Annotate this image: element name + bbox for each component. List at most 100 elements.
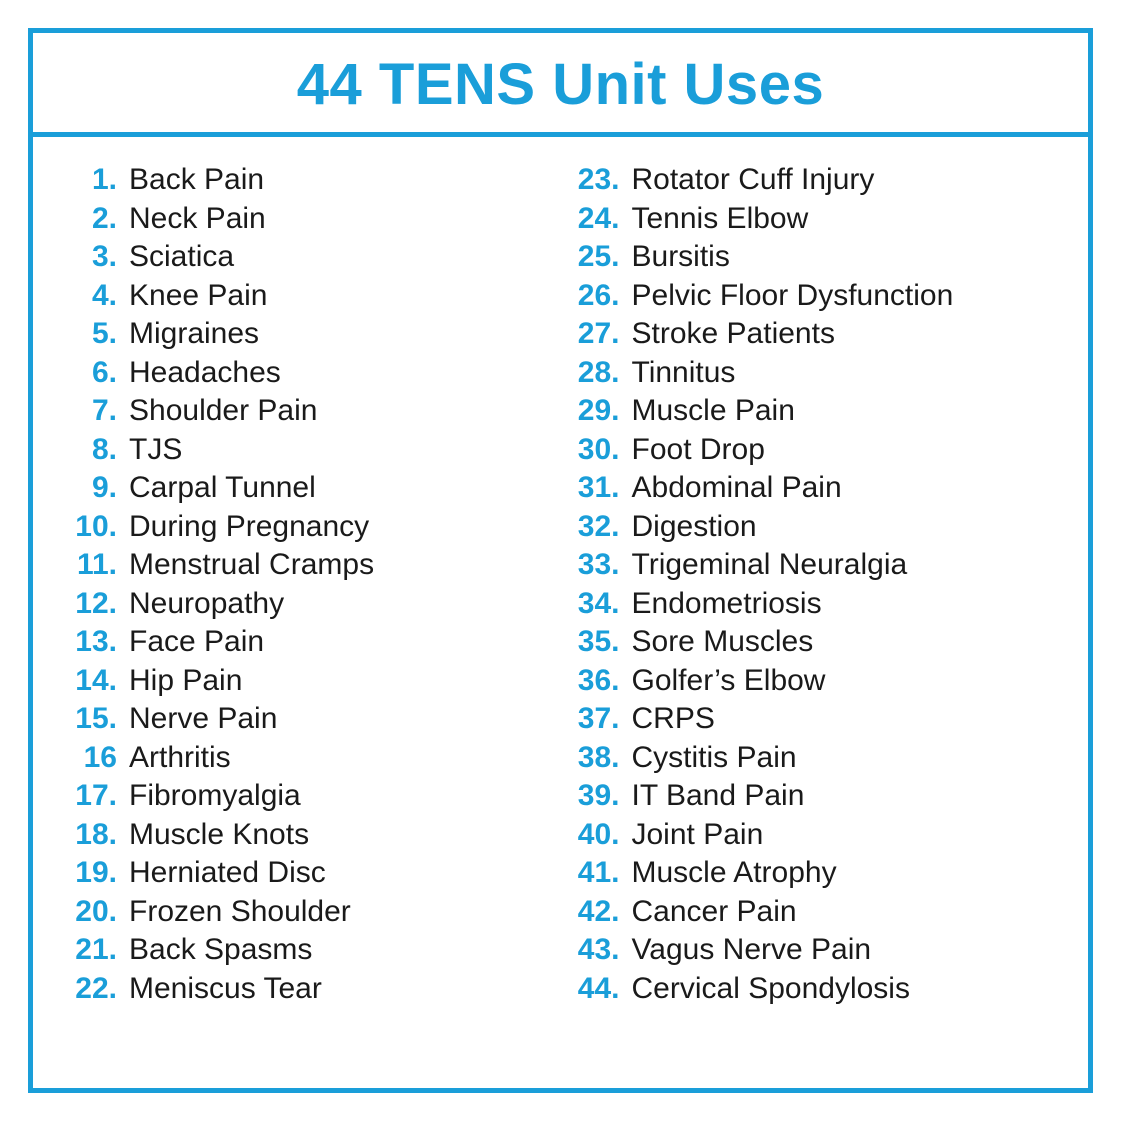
list-item-label: Cystitis Pain <box>632 743 797 773</box>
list-item-number: 32. <box>566 512 632 542</box>
list-item: 14.Hip Pain <box>63 666 556 696</box>
list-item: 5.Migraines <box>63 319 556 349</box>
list-item-number: 9. <box>63 473 129 503</box>
list-columns: 1.Back Pain2.Neck Pain3.Sciatica4.Knee P… <box>33 137 1088 1012</box>
list-item-number: 11. <box>63 550 129 580</box>
list-item-label: Muscle Knots <box>129 820 309 850</box>
list-item-label: Migraines <box>129 319 259 349</box>
list-item: 30.Foot Drop <box>566 435 1059 465</box>
list-item: 6.Headaches <box>63 358 556 388</box>
list-item-number: 4. <box>63 281 129 311</box>
list-item-label: Carpal Tunnel <box>129 473 316 503</box>
list-item-number: 2. <box>63 204 129 234</box>
list-item: 22.Meniscus Tear <box>63 974 556 1004</box>
list-item-number: 40. <box>566 820 632 850</box>
list-item-label: Neck Pain <box>129 204 266 234</box>
list-item: 38.Cystitis Pain <box>566 743 1059 773</box>
list-item-label: Muscle Atrophy <box>632 858 837 888</box>
list-item-number: 28. <box>566 358 632 388</box>
list-item-number: 3. <box>63 242 129 272</box>
list-item-label: Shoulder Pain <box>129 396 317 426</box>
list-item: 39.IT Band Pain <box>566 781 1059 811</box>
list-item-label: Neuropathy <box>129 589 284 619</box>
list-item-label: Endometriosis <box>632 589 822 619</box>
list-item: 2.Neck Pain <box>63 204 556 234</box>
list-item: 25.Bursitis <box>566 242 1059 272</box>
list-item-number: 41. <box>566 858 632 888</box>
list-item: 8.TJS <box>63 435 556 465</box>
list-item: 3.Sciatica <box>63 242 556 272</box>
list-item-number: 20. <box>63 897 129 927</box>
list-item-label: Cervical Spondylosis <box>632 974 910 1004</box>
list-item-label: Arthritis <box>129 743 231 773</box>
list-item-number: 42. <box>566 897 632 927</box>
list-item: 29.Muscle Pain <box>566 396 1059 426</box>
list-item: 16Arthritis <box>63 743 556 773</box>
list-item: 11.Menstrual Cramps <box>63 550 556 580</box>
list-item-number: 24. <box>566 204 632 234</box>
list-item: 19.Herniated Disc <box>63 858 556 888</box>
list-item-number: 27. <box>566 319 632 349</box>
list-item: 44.Cervical Spondylosis <box>566 974 1059 1004</box>
list-item-label: Frozen Shoulder <box>129 897 351 927</box>
list-item-label: Meniscus Tear <box>129 974 322 1004</box>
list-item-number: 31. <box>566 473 632 503</box>
list-item: 35.Sore Muscles <box>566 627 1059 657</box>
list-item-number: 30. <box>566 435 632 465</box>
list-item: 20.Frozen Shoulder <box>63 897 556 927</box>
list-item-number: 23. <box>566 165 632 195</box>
list-item-label: Rotator Cuff Injury <box>632 165 875 195</box>
list-item-label: Back Spasms <box>129 935 312 965</box>
list-item-number: 37. <box>566 704 632 734</box>
list-item: 12.Neuropathy <box>63 589 556 619</box>
list-item-label: TJS <box>129 435 182 465</box>
list-item-number: 15. <box>63 704 129 734</box>
list-column-right: 23.Rotator Cuff Injury24.Tennis Elbow25.… <box>566 165 1059 1012</box>
list-item-label: Joint Pain <box>632 820 764 850</box>
list-item: 10.During Pregnancy <box>63 512 556 542</box>
list-item: 7.Shoulder Pain <box>63 396 556 426</box>
list-item: 42.Cancer Pain <box>566 897 1059 927</box>
list-item-number: 35. <box>566 627 632 657</box>
list-item-number: 8. <box>63 435 129 465</box>
list-item-number: 21. <box>63 935 129 965</box>
list-item: 18.Muscle Knots <box>63 820 556 850</box>
list-item-label: Abdominal Pain <box>632 473 842 503</box>
list-item-label: Face Pain <box>129 627 264 657</box>
list-item: 27.Stroke Patients <box>566 319 1059 349</box>
list-item: 17.Fibromyalgia <box>63 781 556 811</box>
list-item: 21.Back Spasms <box>63 935 556 965</box>
list-item: 9.Carpal Tunnel <box>63 473 556 503</box>
list-item-label: Golfer’s Elbow <box>632 666 826 696</box>
list-item: 23.Rotator Cuff Injury <box>566 165 1059 195</box>
list-item-number: 43. <box>566 935 632 965</box>
list-item-label: Fibromyalgia <box>129 781 301 811</box>
list-item-number: 5. <box>63 319 129 349</box>
list-item-number: 14. <box>63 666 129 696</box>
list-item-number: 12. <box>63 589 129 619</box>
page-title: 44 TENS Unit Uses <box>33 51 1088 118</box>
list-item-number: 44. <box>566 974 632 1004</box>
list-item: 31.Abdominal Pain <box>566 473 1059 503</box>
list-item-label: Sciatica <box>129 242 234 272</box>
list-item-number: 36. <box>566 666 632 696</box>
list-item-label: Stroke Patients <box>632 319 835 349</box>
card-frame: 44 TENS Unit Uses 1.Back Pain 2.Neck Pain… <box>28 28 1093 1093</box>
list-item-number: 33. <box>566 550 632 580</box>
list-item-number: 25. <box>566 242 632 272</box>
list-item-number: 29. <box>566 396 632 426</box>
list-item: 4.Knee Pain <box>63 281 556 311</box>
list-item-number: 7. <box>63 396 129 426</box>
list-item-number: 6. <box>63 358 129 388</box>
list-item-label: Tinnitus <box>632 358 736 388</box>
list-item-label: CRPS <box>632 704 715 734</box>
list-item-number: 22. <box>63 974 129 1004</box>
list-item: 40.Joint Pain <box>566 820 1059 850</box>
list-item: 1.Back Pain <box>63 165 556 195</box>
list-item-number: 39. <box>566 781 632 811</box>
list-item: 41.Muscle Atrophy <box>566 858 1059 888</box>
list-item-label: Menstrual Cramps <box>129 550 374 580</box>
list-item-number: 38. <box>566 743 632 773</box>
list-item-label: Knee Pain <box>129 281 267 311</box>
list-item-label: Sore Muscles <box>632 627 814 657</box>
